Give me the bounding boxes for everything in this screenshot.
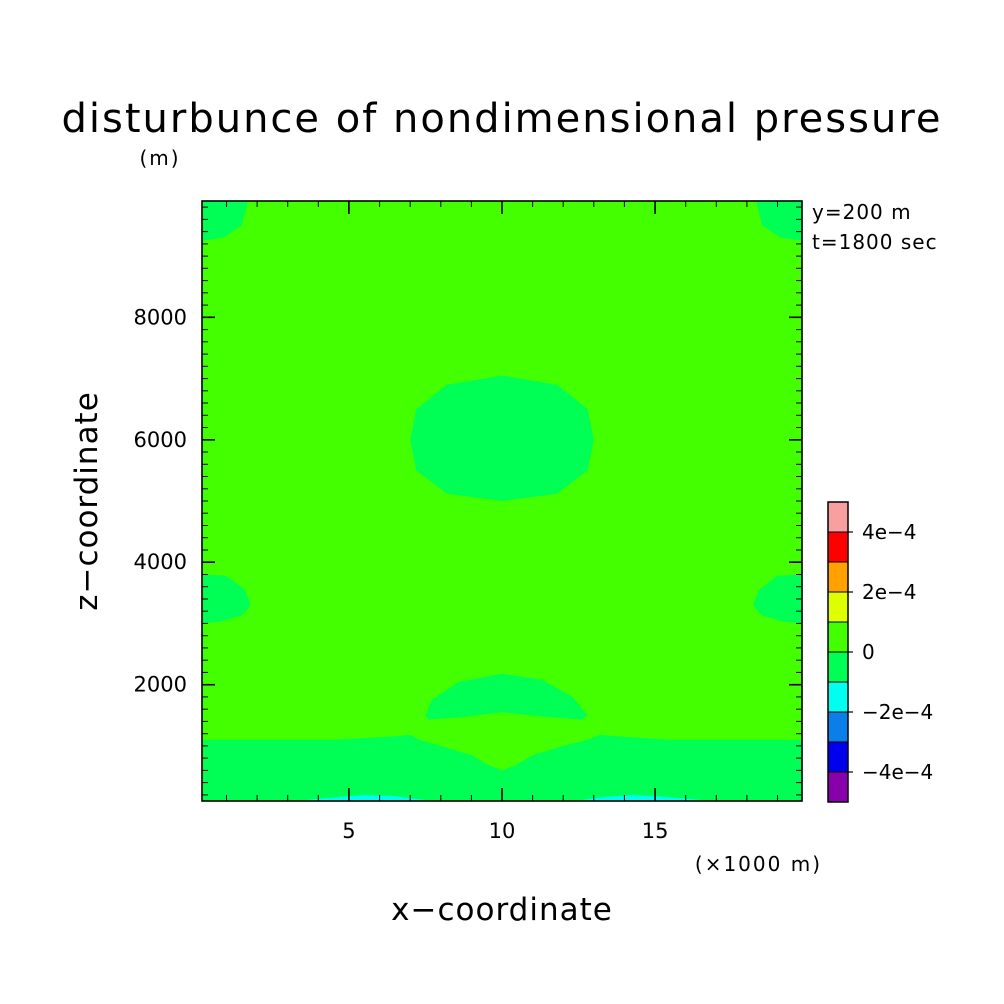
x-tick-label: 10: [489, 819, 516, 843]
contour-region-upper-right-corner: [756, 201, 802, 241]
x-tick-label: 5: [342, 819, 355, 843]
annotation-t: t=1800 sec: [812, 230, 938, 254]
chart-title: disturbunce of nondimensional pressure: [62, 96, 943, 142]
contour-region-right-side-cell: [753, 574, 802, 624]
contour-region-central-cell: [410, 375, 594, 501]
colorbar-swatch: [827, 561, 849, 593]
colorbar-label: 2e−4: [862, 580, 917, 604]
annotation-y: y=200 m: [812, 200, 912, 224]
x-unit-label: (×1000 m): [695, 852, 822, 876]
x-tick-labels: 5 10 15: [342, 819, 668, 843]
colorbar-label: 4e−4: [862, 520, 917, 544]
colorbar-swatch: [827, 531, 849, 563]
plot-frame: [201, 200, 803, 802]
plot-area: [201, 200, 803, 802]
colorbar-swatch: [827, 711, 849, 743]
x-tick-label: 15: [642, 819, 669, 843]
contour-region-left-side-cell: [202, 574, 251, 624]
y-tick-label: 4000: [134, 550, 187, 574]
colorbar-swatch: [827, 771, 849, 803]
colorbar-swatches: [827, 501, 849, 803]
contour-region-bottom-minimum-left: [293, 794, 435, 801]
colorbar-swatch: [827, 621, 849, 653]
contour-regions: [202, 201, 802, 801]
y-tick-labels: 2000 4000 6000 8000: [134, 305, 187, 696]
x-axis-label: x−coordinate: [391, 892, 613, 928]
contour-region-bottom-minimum-right: [575, 794, 717, 801]
y-tick-label: 6000: [134, 428, 187, 452]
colorbar-swatch: [827, 741, 849, 773]
chart-units: (m): [139, 146, 180, 170]
y-tick-label: 8000: [134, 305, 187, 329]
contour-region-lower-arch: [425, 673, 588, 720]
colorbar-label: 0: [862, 640, 875, 664]
colorbar-ticks: [848, 531, 853, 773]
colorbar-swatch: [827, 681, 849, 713]
minor-ticks: [202, 201, 802, 801]
y-axis-label: z−coordinate: [69, 391, 105, 611]
colorbar-swatch: [827, 651, 849, 683]
colorbar: −4e−4 −2e−4 0 2e−4 4e−4: [827, 501, 933, 803]
colorbar-label: −4e−4: [862, 760, 933, 784]
colorbar-frame: [827, 501, 849, 803]
colorbar-label: −2e−4: [862, 700, 933, 724]
y-tick-label: 2000: [134, 673, 187, 697]
contour-region-bottom-band: [202, 734, 802, 801]
colorbar-swatch: [827, 591, 849, 623]
contour-region-upper-left-corner: [202, 201, 248, 241]
colorbar-swatch: [827, 501, 849, 533]
major-ticks: [202, 201, 802, 801]
